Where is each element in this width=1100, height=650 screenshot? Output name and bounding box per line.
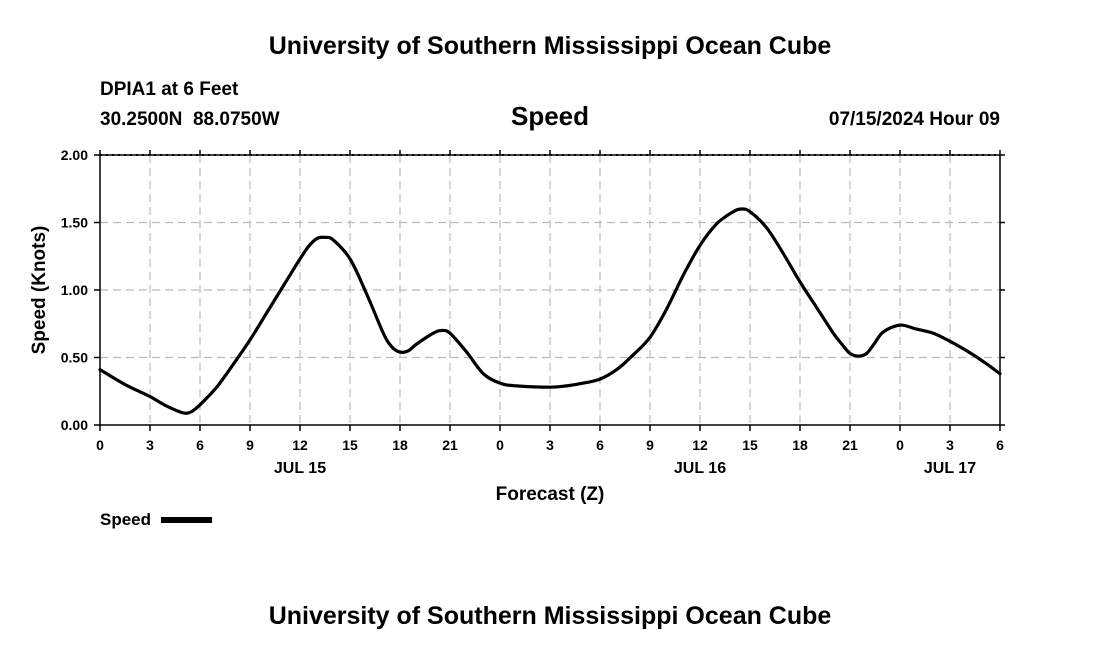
x-axis-title: Forecast (Z) — [496, 484, 605, 505]
x-tick-label: 9 — [646, 437, 654, 453]
x-tick-label: 6 — [996, 437, 1004, 453]
station-label: DPIA1 at 6 Feet — [100, 79, 239, 100]
station-coords: 30.2500N 88.0750W — [100, 109, 280, 130]
x-tick-label: 0 — [96, 437, 104, 453]
x-axis: 0 3 6 9 12 15 18 21 0 3 6 9 12 15 18 21 0 3 6 — [96, 150, 1004, 453]
x-tick-label: 6 — [596, 437, 604, 453]
forecast-datetime: 07/15/2024 Hour 09 — [829, 109, 1000, 130]
y-tick-label: 1.50 — [61, 215, 88, 231]
x-tick-label: 9 — [246, 437, 254, 453]
x-tick-label: 12 — [692, 437, 708, 453]
x-tick-label: 3 — [146, 437, 154, 453]
date-label: JUL 17 — [924, 460, 976, 477]
date-labels: JUL 15 JUL 16 JUL 17 — [274, 460, 976, 477]
y-tick-label: 0.50 — [61, 350, 88, 366]
legend-label: Speed — [100, 510, 151, 529]
x-tick-label: 21 — [442, 437, 458, 453]
chart-grid — [100, 154, 1000, 425]
x-tick-label: 18 — [792, 437, 808, 453]
x-tick-label: 3 — [946, 437, 954, 453]
x-tick-label: 21 — [842, 437, 858, 453]
x-tick-label: 0 — [896, 437, 904, 453]
x-tick-label: 12 — [292, 437, 308, 453]
x-tick-label: 3 — [546, 437, 554, 453]
x-tick-label: 6 — [196, 437, 204, 453]
y-tick-label: 1.00 — [61, 282, 88, 298]
page-title: University of Southern Mississippi Ocean… — [269, 32, 832, 60]
y-tick-label: 2.00 — [61, 147, 88, 163]
x-tick-label: 15 — [742, 437, 758, 453]
x-tick-label: 0 — [496, 437, 504, 453]
chart-title: Speed — [511, 101, 589, 131]
y-axis: 0.00 0.50 1.00 1.50 2.00 — [61, 147, 1005, 433]
date-label: JUL 15 — [274, 460, 326, 477]
x-tick-label: 15 — [342, 437, 358, 453]
x-tick-label: 18 — [392, 437, 408, 453]
series-layer — [98, 207, 1002, 415]
plot-frame — [99, 154, 1001, 426]
date-label: JUL 16 — [674, 460, 726, 477]
footer-title: University of Southern Mississippi Ocean… — [269, 602, 832, 630]
y-tick-label: 0.00 — [61, 417, 88, 433]
speed-series-line — [98, 207, 1002, 415]
y-axis-title: Speed (Knots) — [29, 226, 50, 355]
